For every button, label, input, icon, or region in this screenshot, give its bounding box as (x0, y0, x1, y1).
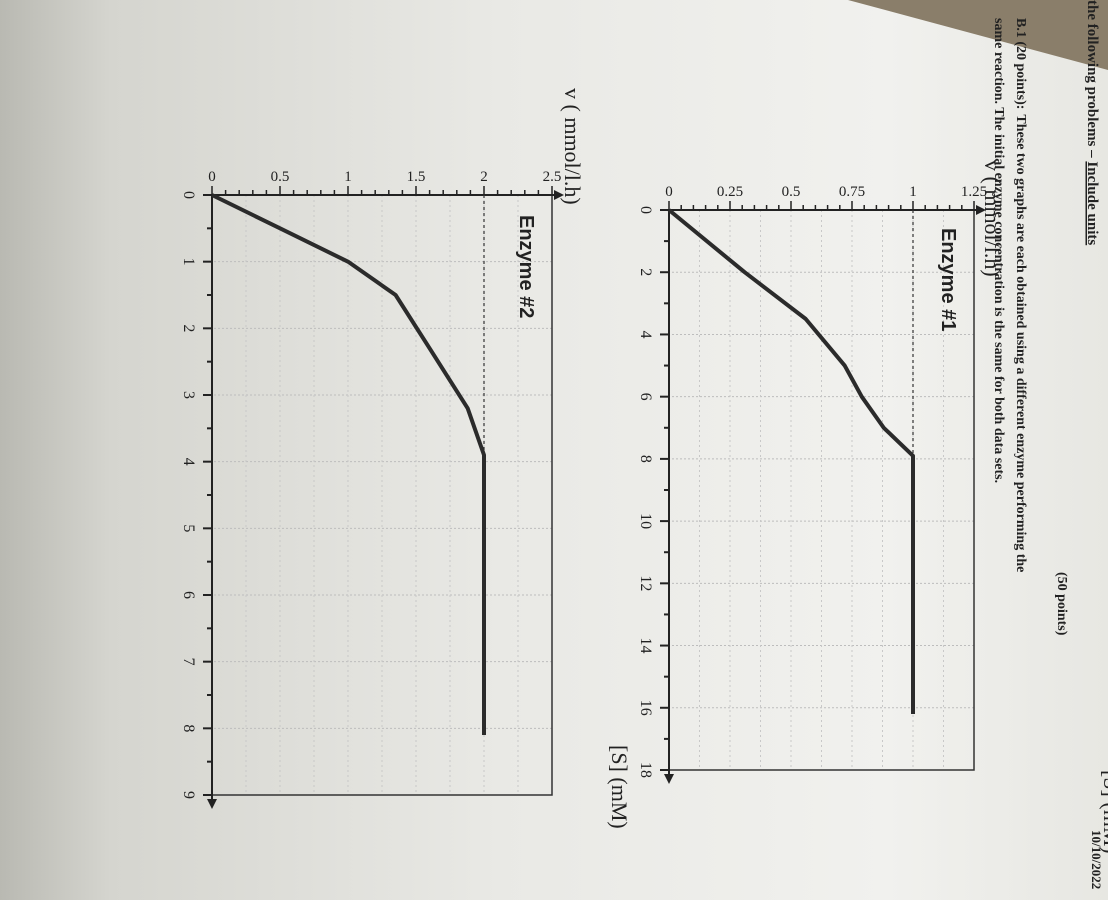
x-tick-label: 12 (637, 575, 654, 591)
y-axis-arrow (976, 205, 986, 215)
header-points-total: (50 points) (1054, 572, 1069, 636)
enzyme-1-grid (669, 209, 974, 771)
header-date: 10/10/2022 (1089, 830, 1104, 889)
question-line-1: B.1 (20 points): These two graphs are eac… (1013, 18, 1028, 572)
x-tick-label: 2 (180, 324, 197, 332)
x-tick-label: 0 (637, 206, 654, 214)
x-tick-label: 0 (180, 191, 197, 199)
x-tick-label: 8 (180, 724, 197, 732)
y-tick-label: 1.5 (407, 169, 426, 185)
worksheet-header: 10/10/2022 the following problems – Incl… (991, 0, 1104, 889)
enzyme-2-chart: 0 1 2 3 4 5 6 7 8 9 0 0.5 1 1.5 2 2.5 Enzyme #2 (180, 169, 564, 809)
x-tick-label: 7 (180, 658, 197, 666)
enzyme-2-y-axis-label: v ( mmol/l.h) (560, 88, 585, 205)
x-axis-arrow (664, 774, 674, 784)
y-tick-label: 0 (208, 169, 216, 185)
x-tick-label: 8 (637, 455, 654, 463)
x-tick-label: 18 (637, 762, 654, 778)
x-tick-label: 2 (637, 268, 654, 276)
enzyme-1-axes (660, 201, 986, 784)
enzyme-1-title: Enzyme #1 (937, 228, 959, 331)
x-tick-label: 16 (637, 700, 654, 716)
enzyme-2-tick-labels: 0 1 2 3 4 5 6 7 8 9 0 0.5 1 1.5 2 2.5 (180, 169, 561, 799)
enzyme-1-chart: 0 2 4 6 8 10 12 14 16 18 0 0.25 0.5 0.75 1 1.25 Enzyme … (637, 184, 987, 784)
enzyme-1-y-axis-label: v ( mmol/l.h) (980, 160, 1005, 277)
desk-corner (848, 0, 1108, 70)
x-tick-label: 10 (637, 513, 654, 529)
x-tick-label: 5 (180, 524, 197, 532)
header-intro: the following problems – Include units (1084, 0, 1100, 245)
enzyme-1-tick-labels: 0 2 4 6 8 10 12 14 16 18 0 0.25 0.5 0.75 1 1.25 (637, 184, 987, 778)
y-tick-label: 1.25 (961, 184, 987, 200)
x-axis-arrow (207, 799, 217, 809)
x-tick-label: 9 (180, 791, 197, 799)
x-tick-label: 1 (180, 258, 197, 266)
question-line-1-text: These two graphs are each obtained using… (1013, 114, 1028, 572)
enzyme-2-axes (203, 186, 564, 809)
x-tick-label: 6 (180, 591, 197, 599)
x-tick-label: 6 (637, 393, 654, 401)
x-tick-label: 14 (637, 638, 654, 654)
y-tick-label: 0.25 (717, 184, 743, 200)
enzyme-2-curve (211, 193, 486, 735)
y-tick-label: 2.5 (543, 169, 562, 185)
x-tick-label: 4 (180, 458, 197, 466)
x-tick-label: 3 (180, 391, 197, 399)
header-intro-text: the following problems – (1084, 0, 1100, 161)
enzyme-1-x-axis-label: [S] (mM) (607, 745, 632, 829)
y-tick-label: 0.75 (839, 184, 865, 200)
y-tick-label: 2 (480, 169, 488, 185)
question-label: B.1 (20 points): (1013, 18, 1028, 109)
y-tick-label: 1 (909, 184, 917, 200)
y-tick-label: 0.5 (782, 184, 801, 200)
question-line-2: same reaction. The initial enzyme concen… (991, 18, 1006, 483)
enzyme-1-curve (667, 208, 915, 714)
enzyme-2-title: Enzyme #2 (515, 215, 537, 318)
y-tick-label: 0 (665, 184, 673, 200)
y-tick-label: 1 (344, 169, 352, 185)
enzyme-2-x-axis-label: [S] (mM) (1099, 770, 1108, 854)
header-include-units: Include units (1084, 161, 1100, 245)
y-axis-arrow (554, 190, 564, 200)
x-tick-label: 4 (637, 330, 654, 338)
y-tick-label: 0.5 (271, 169, 290, 185)
